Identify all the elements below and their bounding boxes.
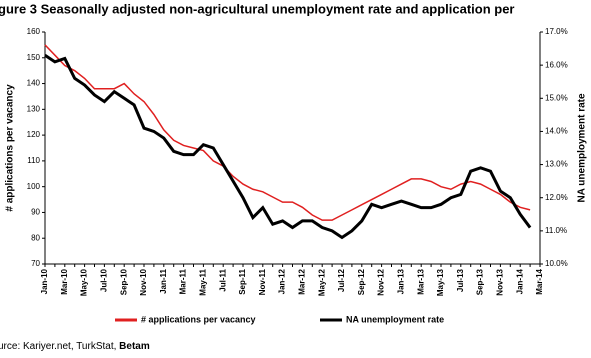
x-tick-label: Sep-13	[476, 268, 485, 295]
x-tick-label: Jul-10	[100, 268, 109, 292]
y-tick-label: 130	[27, 104, 41, 113]
x-tick-label: Mar-12	[298, 268, 307, 294]
x-tick-label: Mar-13	[416, 268, 425, 294]
x-tick-label: Jul-11	[218, 268, 227, 291]
x-tick-label: Jul-12	[337, 268, 346, 292]
y-tick-label: 110	[27, 156, 40, 165]
x-tick-label: Jan-11	[159, 268, 168, 293]
y-tick-label: 70	[31, 259, 40, 268]
y2-tick-label: 10.0%	[545, 259, 568, 268]
y-axis-label: # applications per vacancy	[5, 84, 16, 212]
y-tick-label: 100	[27, 182, 41, 191]
y-tick-label: 150	[27, 53, 41, 62]
y2-tick-label: 16.0%	[545, 60, 568, 69]
x-tick-label: May-12	[317, 268, 326, 296]
y2-tick-label: 13.0%	[545, 160, 568, 169]
x-tick-label: May-13	[436, 268, 445, 296]
x-tick-label: Mar-10	[60, 268, 69, 294]
y-tick-label: 90	[31, 208, 40, 217]
legend-label: # applications per vacancy	[141, 314, 256, 324]
y2-tick-label: 17.0%	[545, 27, 568, 36]
x-tick-label: May-10	[80, 268, 89, 296]
x-tick-label: Nov-13	[496, 268, 505, 295]
x-tick-label: Mar-14	[535, 268, 544, 294]
x-tick-label: Sep-11	[238, 268, 247, 294]
x-tick-label: Jan-14	[515, 268, 524, 294]
x-tick-label: Nov-10	[139, 268, 148, 295]
x-tick-label: Jan-12	[278, 268, 287, 294]
x-tick-label: May-11	[199, 268, 208, 295]
x-tick-label: Sep-10	[119, 268, 128, 295]
x-tick-label: Jan-10	[40, 268, 49, 294]
y2-tick-label: 12.0%	[545, 193, 568, 202]
y-tick-label: 80	[31, 233, 40, 242]
x-tick-label: Sep-12	[357, 268, 366, 295]
line-series	[44, 53, 532, 240]
y-tick-label: 160	[27, 27, 41, 36]
source-bold: Betam	[119, 341, 150, 352]
y2-tick-label: 15.0%	[545, 93, 568, 102]
legend-label: NA unemployment rate	[346, 314, 444, 324]
y2-tick-label: 11.0%	[545, 226, 567, 235]
x-tick-label: Mar-11	[179, 268, 188, 294]
source: urce: Kariyer.net, TurkStat, Betam	[0, 341, 150, 352]
source-text: urce: Kariyer.net, TurkStat,	[0, 341, 116, 352]
line-series	[44, 44, 531, 221]
y2-axis-label: NA unemployment rate	[577, 93, 588, 203]
x-tick-label: Nov-12	[377, 268, 386, 295]
chart-title: gure 3 Seasonally adjusted non-agricultu…	[0, 1, 515, 16]
x-tick-label: Nov-11	[258, 268, 267, 295]
x-tick-label: Jan-13	[397, 268, 406, 294]
y2-tick-label: 14.0%	[545, 127, 568, 136]
x-tick-label: Jul-13	[456, 268, 465, 292]
y-tick-label: 120	[27, 130, 41, 139]
y-tick-label: 140	[27, 79, 41, 88]
